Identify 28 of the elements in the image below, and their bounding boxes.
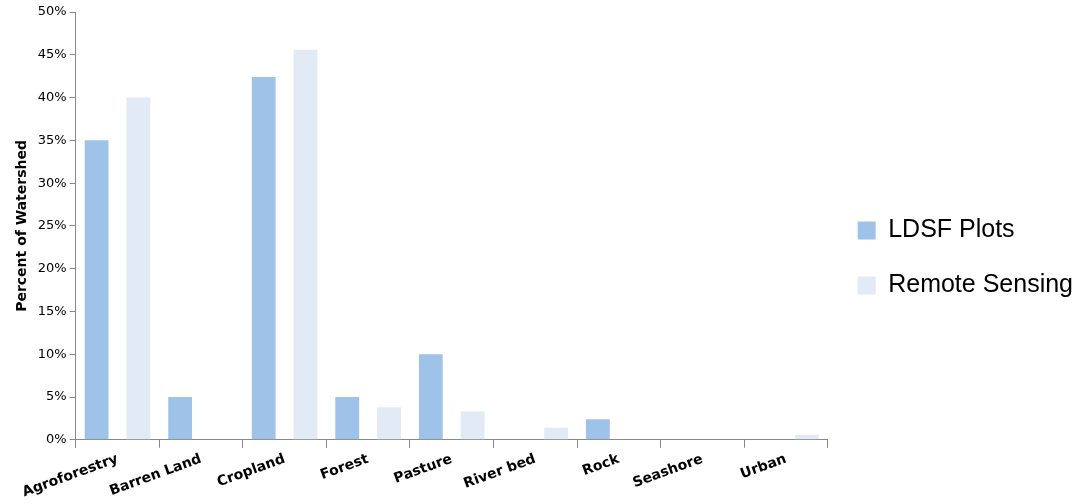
x-tick-label: Urban	[737, 449, 789, 482]
y-tick-label: 10%	[37, 345, 67, 361]
bar	[460, 411, 485, 440]
bar	[168, 397, 193, 440]
x-tick-label: Rock	[579, 449, 622, 478]
y-tick-label: 0%	[46, 431, 67, 447]
bar	[418, 354, 443, 440]
y-tick-label: 30%	[37, 174, 67, 190]
y-tick-label: 5%	[46, 388, 67, 404]
y-tick-label: 40%	[37, 88, 67, 104]
bar	[586, 419, 610, 440]
bar	[126, 97, 151, 440]
bar	[293, 49, 318, 440]
y-tick-label: 45%	[37, 46, 67, 62]
x-tick-label: River bed	[461, 449, 538, 491]
y-tick-label: 35%	[37, 131, 67, 147]
y-tick-label: 15%	[37, 302, 67, 318]
bar	[251, 77, 276, 440]
bar	[377, 407, 401, 440]
y-tick-label: 20%	[37, 260, 67, 276]
bar	[544, 427, 569, 440]
bar	[335, 397, 360, 440]
legend-label: Remote Sensing	[888, 269, 1073, 298]
y-tick-label: 25%	[37, 217, 67, 233]
y-tick-label: 50%	[37, 3, 67, 19]
bar	[84, 140, 109, 440]
legend-label: LDSF Plots	[888, 214, 1015, 243]
y-axis-title: Percent of Watershed	[13, 139, 30, 312]
